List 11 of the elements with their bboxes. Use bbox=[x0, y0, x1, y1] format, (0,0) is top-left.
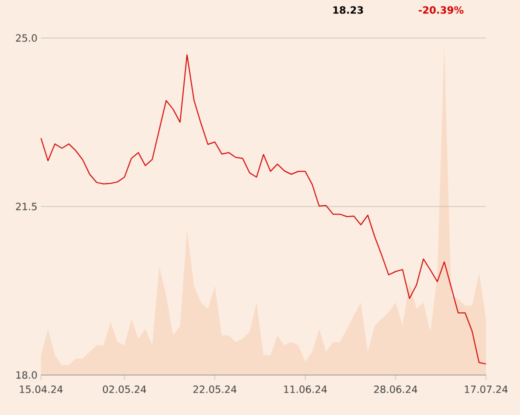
text: -20.39% bbox=[418, 6, 464, 14]
text: 18.23 bbox=[333, 6, 363, 14]
x-tick-label: 15.04.24 bbox=[20, 386, 63, 394]
y-tick-label: 25.0 bbox=[16, 34, 37, 42]
y-tick-label: 18.0 bbox=[16, 371, 37, 379]
x-tick-label: 22.05.24 bbox=[193, 386, 236, 394]
y-tick-label: 21.5 bbox=[16, 202, 37, 210]
x-tick-label: 11.06.24 bbox=[284, 386, 327, 394]
x-tick-label: 17.07.24 bbox=[464, 386, 508, 394]
x-tick-label: 28.06.24 bbox=[374, 386, 418, 394]
x-tick-label: 02.05.24 bbox=[102, 386, 146, 394]
